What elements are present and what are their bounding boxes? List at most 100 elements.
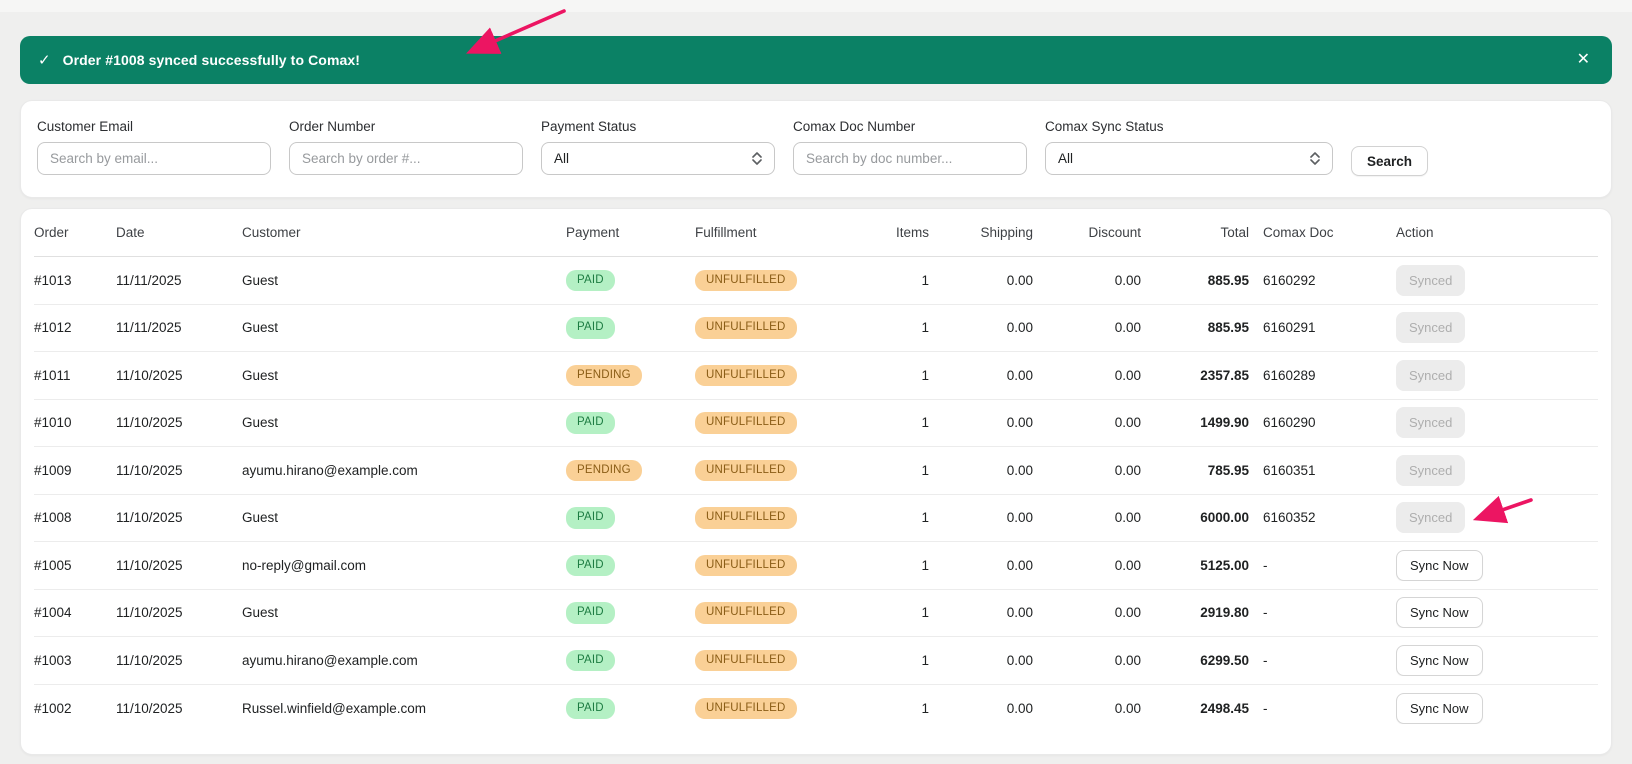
discount-amount: 0.00 — [1033, 558, 1141, 573]
order-id: #1013 — [34, 273, 116, 288]
order-date: 11/11/2025 — [116, 273, 242, 288]
customer-name: Guest — [242, 605, 566, 620]
discount-amount: 0.00 — [1033, 463, 1141, 478]
shipping-amount: 0.00 — [929, 701, 1033, 716]
discount-amount: 0.00 — [1033, 605, 1141, 620]
fulfillment-status-badge: UNFULFILLED — [695, 317, 797, 339]
payment-status-badge: PAID — [566, 317, 615, 339]
comax-doc-value: 6160351 — [1249, 463, 1396, 478]
customer-name: Guest — [242, 273, 566, 288]
table-row: #1011 11/10/2025 Guest PENDING UNFULFILL… — [34, 352, 1598, 400]
payment-status-badge: PAID — [566, 555, 615, 577]
fulfillment-status-badge: UNFULFILLED — [695, 460, 797, 482]
column-header-shipping: Shipping — [929, 225, 1033, 240]
page-top-strip — [0, 0, 1632, 12]
customer-name: Guest — [242, 510, 566, 525]
shipping-amount: 0.00 — [929, 653, 1033, 668]
customer-name: Guest — [242, 415, 566, 430]
table-row: #1005 11/10/2025 no-reply@gmail.com PAID… — [34, 542, 1598, 590]
sync-action-button: Synced — [1396, 407, 1465, 438]
comax-doc-number-input[interactable] — [793, 142, 1027, 175]
table-row: #1012 11/11/2025 Guest PAID UNFULFILLED … — [34, 305, 1598, 353]
order-date: 11/10/2025 — [116, 605, 242, 620]
order-total: 2357.85 — [1141, 368, 1249, 383]
search-button[interactable]: Search — [1351, 146, 1428, 176]
column-header-comax-doc: Comax Doc — [1249, 225, 1396, 240]
comax-doc-number-label: Comax Doc Number — [793, 119, 1027, 134]
order-date: 11/10/2025 — [116, 653, 242, 668]
order-number-input[interactable] — [289, 142, 523, 175]
sync-action-button: Synced — [1396, 455, 1465, 486]
comax-doc-value: - — [1249, 605, 1396, 620]
customer-name: Russel.winfield@example.com — [242, 701, 566, 716]
column-header-total: Total — [1141, 225, 1249, 240]
comax-doc-value: 6160290 — [1249, 415, 1396, 430]
order-total: 785.95 — [1141, 463, 1249, 478]
sync-action-button[interactable]: Sync Now — [1396, 597, 1483, 628]
column-header-payment: Payment — [566, 225, 695, 240]
discount-amount: 0.00 — [1033, 368, 1141, 383]
sync-action-button: Synced — [1396, 312, 1465, 343]
column-header-order: Order — [34, 225, 116, 240]
order-total: 1499.90 — [1141, 415, 1249, 430]
sync-action-button[interactable]: Sync Now — [1396, 693, 1483, 724]
order-date: 11/10/2025 — [116, 701, 242, 716]
table-header-row: OrderDateCustomerPaymentFulfillmentItems… — [34, 209, 1598, 257]
comax-doc-value: 6160292 — [1249, 273, 1396, 288]
filter-comax-sync-status: Comax Sync Status All — [1045, 119, 1333, 175]
fulfillment-status-badge: UNFULFILLED — [695, 698, 797, 720]
items-count: 1 — [877, 701, 929, 716]
payment-status-badge: PAID — [566, 270, 615, 292]
order-id: #1010 — [34, 415, 116, 430]
sync-action-button: Synced — [1396, 265, 1465, 296]
table-row: #1004 11/10/2025 Guest PAID UNFULFILLED … — [34, 590, 1598, 638]
shipping-amount: 0.00 — [929, 605, 1033, 620]
order-id: #1003 — [34, 653, 116, 668]
filter-customer-email: Customer Email — [37, 119, 271, 175]
payment-status-badge: PAID — [566, 650, 615, 672]
table-row: #1003 11/10/2025 ayumu.hirano@example.co… — [34, 637, 1598, 685]
comax-doc-value: - — [1249, 701, 1396, 716]
fulfillment-status-badge: UNFULFILLED — [695, 412, 797, 434]
order-total: 885.95 — [1141, 320, 1249, 335]
customer-name: Guest — [242, 320, 566, 335]
comax-sync-status-select[interactable]: All — [1045, 142, 1333, 175]
column-header-discount: Discount — [1033, 225, 1141, 240]
order-date: 11/11/2025 — [116, 320, 242, 335]
shipping-amount: 0.00 — [929, 415, 1033, 430]
table-row: #1008 11/10/2025 Guest PAID UNFULFILLED … — [34, 495, 1598, 543]
shipping-amount: 0.00 — [929, 510, 1033, 525]
payment-status-badge: PAID — [566, 698, 615, 720]
payment-status-badge: PENDING — [566, 460, 642, 482]
column-header-action: Action — [1396, 225, 1598, 240]
comax-doc-value: - — [1249, 653, 1396, 668]
comax-sync-status-value: All — [1058, 151, 1073, 166]
order-date: 11/10/2025 — [116, 558, 242, 573]
order-date: 11/10/2025 — [116, 510, 242, 525]
order-id: #1005 — [34, 558, 116, 573]
customer-email-input[interactable] — [37, 142, 271, 175]
customer-name: no-reply@gmail.com — [242, 558, 566, 573]
payment-status-select[interactable]: All — [541, 142, 775, 175]
order-id: #1008 — [34, 510, 116, 525]
sync-action-button: Synced — [1396, 360, 1465, 391]
sync-action-button[interactable]: Sync Now — [1396, 645, 1483, 676]
success-banner: ✓ Order #1008 synced successfully to Com… — [20, 36, 1612, 84]
sync-action-button[interactable]: Sync Now — [1396, 550, 1483, 581]
column-header-fulfillment: Fulfillment — [695, 225, 877, 240]
column-header-customer: Customer — [242, 225, 566, 240]
order-date: 11/10/2025 — [116, 463, 242, 478]
order-date: 11/10/2025 — [116, 415, 242, 430]
fulfillment-status-badge: UNFULFILLED — [695, 555, 797, 577]
items-count: 1 — [877, 273, 929, 288]
items-count: 1 — [877, 558, 929, 573]
table-row: #1002 11/10/2025 Russel.winfield@example… — [34, 685, 1598, 733]
close-icon[interactable]: ✕ — [1573, 48, 1594, 72]
banner-message: Order #1008 synced successfully to Comax… — [63, 52, 1573, 68]
table-body: #1013 11/11/2025 Guest PAID UNFULFILLED … — [34, 257, 1598, 732]
shipping-amount: 0.00 — [929, 320, 1033, 335]
table-row: #1010 11/10/2025 Guest PAID UNFULFILLED … — [34, 400, 1598, 448]
order-total: 885.95 — [1141, 273, 1249, 288]
order-id: #1002 — [34, 701, 116, 716]
discount-amount: 0.00 — [1033, 273, 1141, 288]
